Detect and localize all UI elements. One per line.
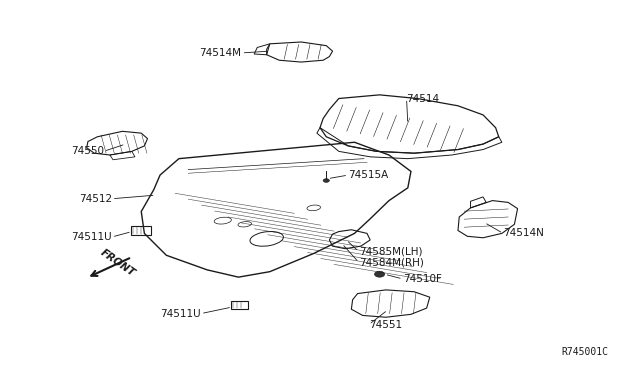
- Text: 74515A: 74515A: [348, 170, 388, 180]
- Text: 74585M(LH): 74585M(LH): [359, 247, 422, 257]
- Text: 74584M(RH): 74584M(RH): [359, 257, 424, 267]
- Text: 74514N: 74514N: [503, 228, 544, 238]
- Text: 74512: 74512: [79, 194, 112, 204]
- Text: 74514: 74514: [406, 93, 440, 103]
- Text: 74510F: 74510F: [403, 274, 442, 284]
- Text: 74511U: 74511U: [160, 309, 201, 318]
- Text: 74551: 74551: [369, 320, 402, 330]
- Circle shape: [323, 179, 330, 182]
- Text: 74514M: 74514M: [200, 48, 242, 58]
- Circle shape: [374, 271, 385, 277]
- Text: 74511U: 74511U: [71, 232, 112, 242]
- Text: FRONT: FRONT: [99, 248, 136, 279]
- Text: 74550: 74550: [70, 146, 104, 156]
- Text: R745001C: R745001C: [561, 347, 609, 357]
